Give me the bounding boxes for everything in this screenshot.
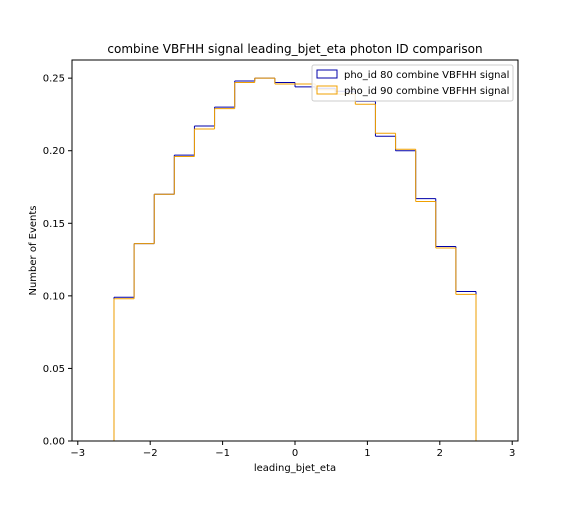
x-axis: −3 −2 −1 0 1 2 3 [70, 441, 515, 459]
legend: pho_id 80 combine VBFHH signal pho_id 90… [311, 64, 514, 102]
y-tick-label: 0.05 [43, 364, 65, 375]
legend-swatch-pho-id-90 [316, 85, 338, 95]
y-tick-label: 0.20 [43, 146, 65, 157]
y-tick-label: 0.00 [43, 437, 65, 448]
legend-label-pho-id-80: pho_id 80 combine VBFHH signal [344, 70, 509, 81]
x-tick-label: −2 [143, 448, 158, 459]
legend-box [311, 64, 514, 102]
plot-frame [71, 59, 519, 442]
y-tick-label: 0.25 [43, 74, 65, 85]
x-tick-label: 2 [437, 448, 443, 459]
y-tick-label: 0.15 [43, 219, 65, 230]
series-pho-id-90 [113, 77, 477, 441]
legend-swatch-pho-id-80 [316, 69, 338, 79]
x-axis-label: leading_bjet_eta [254, 463, 336, 474]
series-layer [113, 77, 477, 441]
x-tick-label: −1 [215, 448, 230, 459]
y-tick-label: 0.10 [43, 291, 65, 302]
legend-label-pho-id-90: pho_id 90 combine VBFHH signal [344, 86, 509, 97]
y-axis: 0.00 0.05 0.10 0.15 0.20 0.25 [43, 74, 72, 448]
x-tick-label: 3 [509, 448, 515, 459]
x-tick-label: 0 [292, 448, 298, 459]
chart-title: combine VBFHH signal leading_bjet_eta ph… [107, 42, 482, 56]
x-tick-label: −3 [70, 448, 85, 459]
y-axis-label: Number of Events [28, 205, 39, 295]
x-tick-label: 1 [364, 448, 370, 459]
